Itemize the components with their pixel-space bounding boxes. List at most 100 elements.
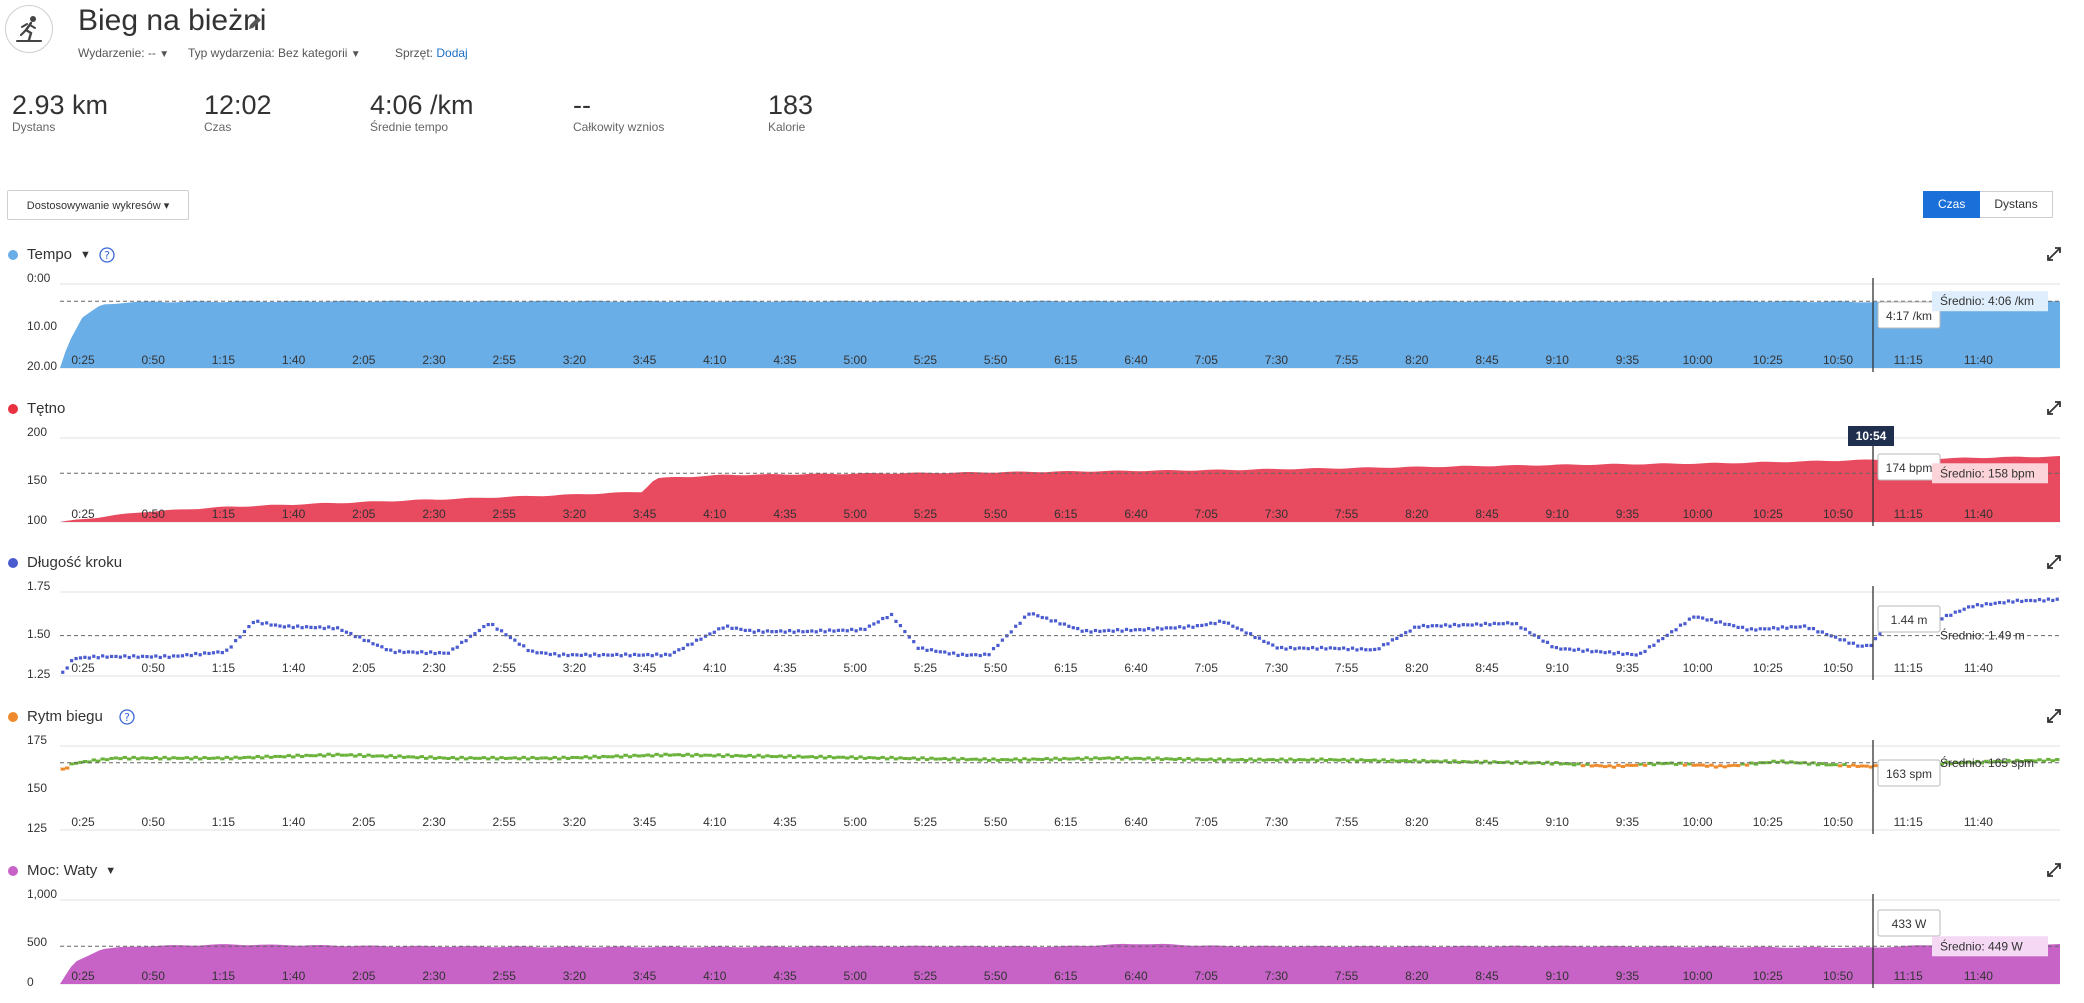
event-selector[interactable]: Wydarzenie: -- ▼ — [78, 46, 170, 60]
data-point — [508, 756, 513, 760]
data-point — [894, 619, 898, 623]
data-point — [1147, 626, 1151, 631]
x-tick-label: 5:25 — [914, 661, 938, 675]
data-point — [70, 659, 74, 663]
data-point — [1603, 651, 1607, 655]
expand-chart-icon[interactable] — [2047, 401, 2061, 415]
data-point — [357, 753, 362, 757]
cadence-chart[interactable]: 175 150 125 0:25 0:50 1:15 1:40 2:05 2:30 2:55 3:2… — [0, 734, 2084, 834]
data-point — [286, 754, 292, 758]
data-point — [911, 756, 916, 760]
x-tick-label: 2:30 — [422, 353, 446, 367]
x-tick-label: 4:35 — [773, 815, 797, 829]
data-point — [1793, 761, 1798, 765]
data-point — [623, 753, 628, 757]
stride-length-chart[interactable]: 1.75 1.50 1.25 0:25 0:50 1:15 1:40 2:05 2:30 2:55… — [0, 580, 2084, 680]
data-point — [1045, 616, 1049, 620]
x-tick-label: 3:20 — [563, 353, 587, 367]
data-point — [978, 653, 982, 658]
data-point — [1731, 763, 1736, 767]
data-point — [614, 754, 619, 758]
data-point — [1687, 617, 1691, 621]
data-point — [1722, 765, 1728, 769]
data-point — [1865, 643, 1869, 648]
x-tick-label: 1:40 — [282, 353, 306, 367]
data-point — [1102, 756, 1107, 760]
help-icon[interactable]: ? — [99, 246, 115, 263]
data-point — [632, 753, 637, 757]
x-tick-label: 7:55 — [1335, 353, 1359, 367]
data-point — [1230, 758, 1236, 762]
data-point — [987, 653, 991, 657]
data-point — [83, 655, 87, 659]
data-point — [1266, 641, 1270, 645]
data-point — [389, 648, 393, 652]
data-point — [907, 757, 912, 761]
expand-chart-icon[interactable] — [2047, 555, 2061, 569]
data-point — [1856, 644, 1860, 648]
data-point — [831, 756, 837, 760]
data-point — [1079, 757, 1085, 761]
data-point — [1138, 627, 1142, 632]
data-point — [1062, 756, 1067, 760]
data-point — [1084, 756, 1089, 760]
x-tick-label: 6:40 — [1124, 815, 1148, 829]
data-point — [1217, 619, 1222, 623]
expand-chart-icon[interactable] — [2047, 247, 2061, 261]
data-point — [725, 624, 730, 628]
x-tick-label: 3:20 — [563, 815, 587, 829]
data-point — [384, 648, 388, 652]
add-gear-link[interactable]: Dodaj — [436, 46, 468, 60]
toggle-time-button[interactable]: Czas — [1923, 191, 1981, 218]
edit-pencil-icon[interactable] — [246, 14, 264, 32]
data-point — [1217, 757, 1222, 761]
data-point — [1133, 628, 1137, 632]
customize-charts-dropdown[interactable]: Dostosowywanie wykresów ▾ — [7, 190, 189, 220]
chart-options-caret-icon[interactable]: ▼ — [80, 248, 91, 261]
data-point — [420, 650, 424, 654]
data-point — [260, 622, 264, 626]
data-point — [1071, 757, 1076, 761]
data-point — [1306, 647, 1310, 651]
data-point — [942, 757, 947, 761]
data-point — [472, 756, 478, 760]
data-point — [127, 757, 132, 761]
expand-chart-icon[interactable] — [2047, 863, 2061, 877]
data-point — [1364, 648, 1368, 652]
pace-chart[interactable]: 0:00 10.00 20.00 0:25 0:50 1:15 1:40 2:05 2:30 2:… — [0, 272, 2084, 372]
data-point — [1780, 759, 1785, 763]
data-point — [1385, 759, 1391, 763]
help-icon[interactable]: ? — [119, 708, 135, 725]
event-type-selector[interactable]: Typ wydarzenia: Bez kategorii ▼ — [188, 46, 361, 60]
data-point — [1461, 759, 1466, 763]
data-point — [805, 755, 810, 759]
heart-rate-chart[interactable]: 200 150 100 0:25 0:50 1:15 1:40 2:05 2:30 2:55 3:2… — [0, 426, 2084, 526]
x-tick-label: 4:35 — [773, 661, 797, 675]
power-chart[interactable]: 1,000 500 0 0:25 0:50 1:15 1:40 2:05 2:30 2:55 3:2… — [0, 888, 2084, 988]
data-point — [720, 754, 726, 758]
data-point — [424, 756, 429, 760]
x-tick-label: 7:30 — [1265, 969, 1289, 983]
data-point — [326, 752, 331, 756]
data-point — [109, 654, 114, 659]
x-tick-label: 2:05 — [352, 353, 376, 367]
data-point — [1461, 623, 1465, 627]
data-point — [269, 623, 273, 627]
data-point — [1164, 757, 1169, 761]
x-tick-label: 9:10 — [1546, 353, 1570, 367]
data-point — [783, 755, 788, 759]
expand-chart-icon[interactable] — [2047, 709, 2061, 723]
data-point — [1150, 758, 1156, 762]
x-tick-label: 4:35 — [773, 507, 797, 521]
data-point — [1381, 643, 1386, 647]
chart-options-caret-icon[interactable]: ▼ — [105, 864, 117, 877]
toggle-distance-button[interactable]: Dystans — [1980, 191, 2053, 218]
data-point — [681, 646, 685, 651]
data-point — [206, 756, 212, 760]
data-point — [1763, 627, 1767, 631]
data-point — [1483, 621, 1488, 625]
data-point — [1075, 756, 1080, 760]
data-point — [1062, 622, 1067, 626]
data-point — [1221, 759, 1227, 763]
data-point — [291, 625, 295, 630]
